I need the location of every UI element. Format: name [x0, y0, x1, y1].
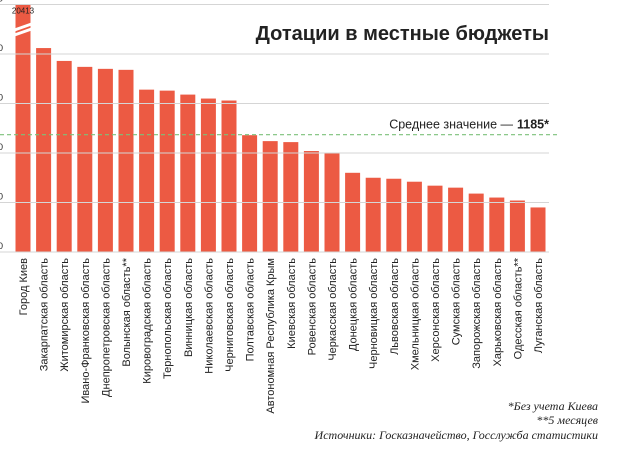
bar: [97, 68, 113, 252]
bar: [509, 200, 525, 252]
average-label: Среднее значение — 1185*: [389, 118, 549, 132]
y-tick-label: 1000: [0, 142, 3, 152]
bar: [56, 60, 72, 253]
x-tick-label: Ровенская область: [306, 258, 318, 356]
x-tick-label: Город Киев: [18, 258, 30, 315]
average-text: Среднее значение —: [389, 118, 513, 132]
note: *Без учета Киева: [508, 399, 598, 413]
bar: [283, 142, 299, 252]
x-tick-label: Волынская область**: [121, 257, 133, 366]
x-tick-label: Одесская область**: [512, 257, 524, 359]
bar: [118, 69, 134, 252]
y-tick-label: 500: [0, 192, 3, 202]
y-tick-label: 2000: [0, 43, 3, 53]
bar: [303, 151, 319, 252]
x-tick-label: Ивано-Франковская область: [80, 258, 92, 404]
y-tick-label: 2500: [0, 0, 3, 4]
bar: [468, 193, 484, 252]
bar: [386, 178, 402, 252]
bar: [448, 187, 464, 252]
chart-title: Дотации в местные бюджеты: [256, 23, 549, 45]
bar: [262, 141, 278, 252]
bar: [365, 177, 381, 252]
bar: [139, 89, 155, 252]
bar: [200, 98, 216, 252]
x-tick-label: Полтавская область: [245, 258, 257, 362]
x-tick-label: Хмельницкая область: [409, 258, 421, 371]
x-tick-label: Черниговская область: [224, 258, 236, 372]
x-tick-label: Днепропетровская область: [100, 258, 112, 397]
x-tick-label: Херсонская область: [430, 258, 442, 362]
bar: [15, 4, 31, 252]
x-tick-label: Черкасская область: [327, 258, 339, 361]
x-tick-label: Житомирская область: [59, 258, 71, 372]
average-value: 1185*: [517, 118, 549, 132]
note: **5 месяцев: [536, 413, 598, 427]
y-tick-label: 0: [0, 241, 3, 251]
x-tick-label: Кировоградская область: [142, 258, 154, 384]
bar: [345, 172, 361, 252]
note: Источники: Госказначейство, Госслужба ст…: [314, 428, 598, 442]
x-tick-label: Черновицкая область: [368, 258, 380, 369]
x-tick-label: Николаевская область: [203, 258, 215, 374]
bar: [489, 197, 505, 252]
x-tick-label: Сумская область: [451, 258, 463, 346]
x-tick-label: Львовская область: [389, 258, 401, 355]
x-tick-label: Закарпатская область: [39, 258, 51, 371]
x-tick-label: Винницкая область: [183, 258, 195, 357]
bar: [77, 66, 93, 253]
x-tick-label: Харьковская область: [492, 258, 504, 367]
x-tick-label: Автономная Республика Крым: [265, 258, 277, 414]
value-label: 20413: [12, 7, 35, 16]
bar: [427, 185, 443, 252]
x-tick-label: Тернопольская область: [162, 258, 174, 379]
bar: [530, 207, 546, 252]
x-tick-label: Донецкая область: [348, 258, 360, 351]
bar: [406, 181, 422, 252]
x-tick-label: Запорожская область: [471, 258, 483, 369]
x-tick-label: Киевская область: [286, 258, 298, 349]
bar: [180, 94, 196, 252]
bar: [36, 48, 52, 253]
y-tick-label: 1500: [0, 93, 3, 103]
x-tick-label: Луганская область: [533, 258, 545, 353]
bar: [242, 135, 258, 252]
bar: [221, 100, 237, 252]
axis-break: [14, 22, 32, 37]
bar: [159, 90, 175, 252]
bars: [15, 4, 546, 253]
